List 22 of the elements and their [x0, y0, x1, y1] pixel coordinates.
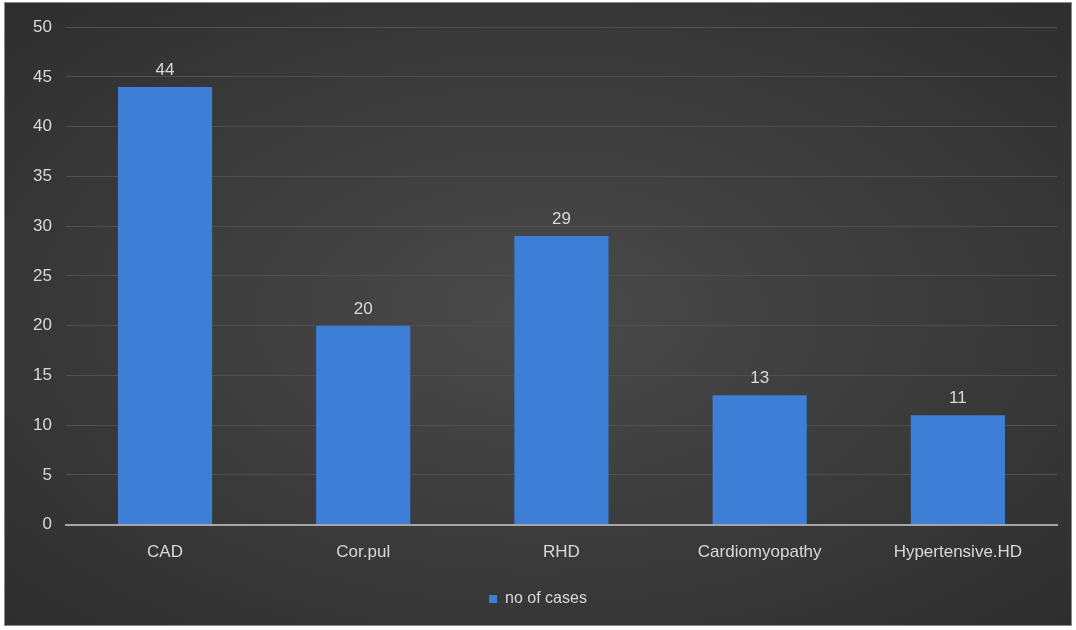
- data-label: 44: [155, 60, 175, 80]
- x-tick-label: CAD: [147, 542, 183, 562]
- y-tick-label: 30: [32, 215, 52, 235]
- legend-label: no of cases: [505, 589, 587, 607]
- x-tick-label: Cardiomyopathy: [697, 542, 823, 562]
- data-label: 13: [750, 368, 770, 388]
- data-label: 29: [551, 209, 571, 229]
- x-tick-label: RHD: [543, 542, 580, 562]
- data-label: 11: [949, 388, 967, 408]
- x-tick-label: Cor.pul: [336, 542, 391, 562]
- y-tick-label: 20: [32, 315, 52, 335]
- y-tick-label: 10: [32, 414, 52, 434]
- y-tick-label: 35: [32, 166, 52, 186]
- y-tick-label: 45: [32, 66, 52, 86]
- data-label: 20: [353, 298, 373, 318]
- y-tick-label: 0: [42, 514, 52, 534]
- y-tick-label: 40: [32, 116, 52, 136]
- y-tick-label: 25: [32, 265, 52, 285]
- y-tick-label: 5: [42, 464, 52, 484]
- y-tick-label: 50: [32, 16, 52, 36]
- y-tick-label: 15: [32, 365, 52, 385]
- x-tick-label: Hypertensive.HD: [893, 542, 1023, 562]
